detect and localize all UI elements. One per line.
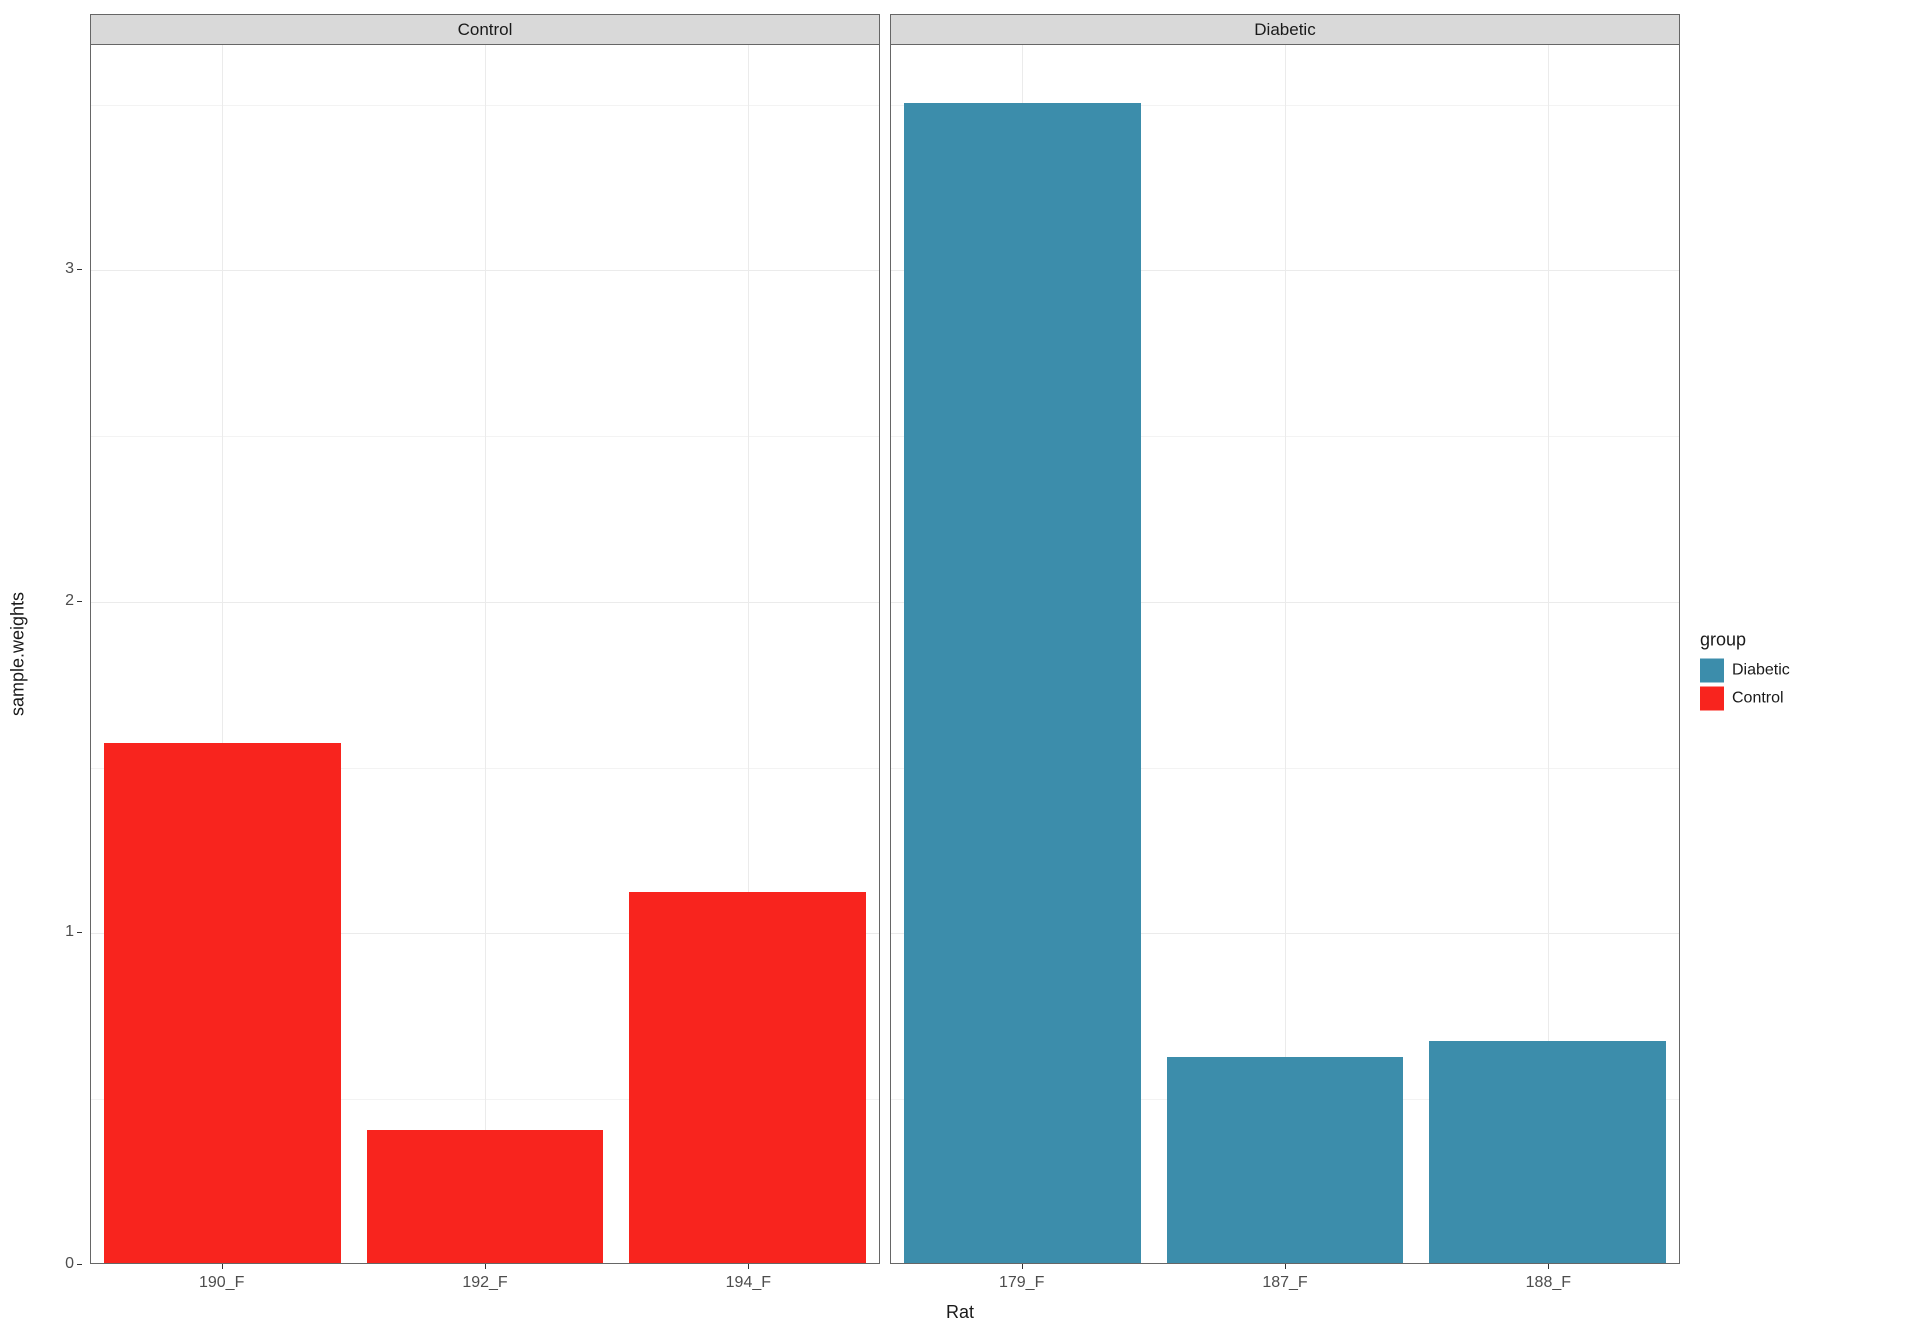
plot-area: Control Diabetic — [90, 14, 1680, 1264]
y-axis-title: sample.weights — [8, 592, 29, 716]
x-tick-label: 179_F — [999, 1274, 1044, 1292]
y-tick-mark — [77, 269, 82, 270]
x-tick-label: 188_F — [1526, 1274, 1571, 1292]
y-tick-label: 0 — [65, 1255, 74, 1273]
legend-label: Control — [1732, 690, 1784, 708]
legend-item: Control — [1700, 687, 1790, 711]
x-axis: 190_F 192_F 194_F 179_F 187_F 188_F — [90, 1264, 1680, 1334]
x-axis-title: Rat — [165, 1302, 1755, 1323]
y-tick-label: 1 — [65, 923, 74, 941]
panel — [891, 45, 1679, 1263]
y-tick-mark — [77, 1264, 82, 1265]
bar — [629, 892, 865, 1263]
facet: Diabetic — [890, 14, 1680, 1264]
x-tick-label: 187_F — [1262, 1274, 1307, 1292]
y-tick-mark — [77, 932, 82, 933]
x-tick-mark — [222, 1264, 223, 1269]
x-tick-label: 194_F — [726, 1274, 771, 1292]
legend-label: Diabetic — [1732, 662, 1790, 680]
facet-strip: Diabetic — [891, 15, 1679, 45]
y-tick-label: 2 — [65, 592, 74, 610]
bar — [1429, 1041, 1665, 1263]
grid-line-v — [485, 45, 486, 1263]
bar — [367, 1130, 603, 1263]
x-tick-mark — [1285, 1264, 1286, 1269]
legend-swatch — [1700, 659, 1724, 683]
facet-strip: Control — [91, 15, 879, 45]
bar — [1167, 1057, 1403, 1263]
bar — [904, 103, 1140, 1263]
y-tick-mark — [77, 601, 82, 602]
legend-swatch — [1700, 687, 1724, 711]
legend-title: group — [1700, 630, 1790, 651]
panel — [91, 45, 879, 1263]
x-tick-label: 190_F — [199, 1274, 244, 1292]
bar — [104, 743, 340, 1263]
x-axis-facet: 190_F 192_F 194_F — [90, 1264, 880, 1334]
y-axis: sample.weights 0123 — [0, 44, 86, 1264]
x-tick-mark — [1022, 1264, 1023, 1269]
legend: group Diabetic Control — [1700, 630, 1790, 715]
x-axis-facet: 179_F 187_F 188_F — [890, 1264, 1680, 1334]
x-tick-label: 192_F — [462, 1274, 507, 1292]
y-tick-label: 3 — [65, 260, 74, 278]
x-tick-mark — [1548, 1264, 1549, 1269]
x-tick-mark — [485, 1264, 486, 1269]
faceted-bar-chart: sample.weights 0 1 2 3 Control Diabetic 190_… — [0, 0, 1920, 1344]
legend-item: Diabetic — [1700, 659, 1790, 683]
facet: Control — [90, 14, 880, 1264]
x-tick-mark — [748, 1264, 749, 1269]
